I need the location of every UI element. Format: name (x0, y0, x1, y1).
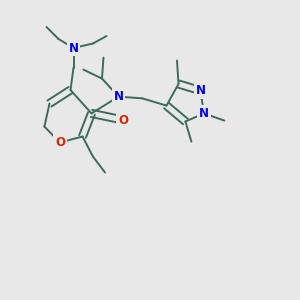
Text: N: N (68, 41, 79, 55)
Text: N: N (113, 90, 124, 103)
Text: N: N (199, 107, 209, 120)
Text: O: O (118, 113, 128, 127)
Text: O: O (55, 136, 65, 149)
Text: N: N (195, 84, 206, 97)
